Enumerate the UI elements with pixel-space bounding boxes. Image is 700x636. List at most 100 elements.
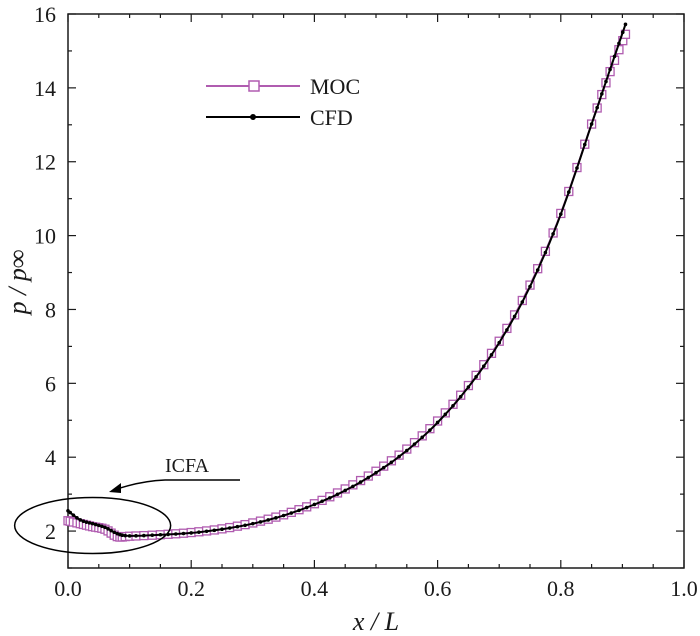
cfd-point: [412, 442, 417, 446]
icfa-arrowhead: [109, 483, 121, 493]
legend-label-cfd: CFD: [310, 105, 353, 130]
cfd-point: [381, 465, 386, 470]
cfd-point: [189, 531, 193, 535]
cfd-point: [528, 284, 532, 289]
icfa-arrow-line: [113, 479, 166, 491]
cfd-point: [451, 403, 455, 408]
icfa-label: ICFA: [165, 455, 210, 477]
y-tick-label: 2: [45, 519, 56, 544]
cfd-point: [123, 533, 128, 538]
y-tick-label: 12: [34, 150, 56, 175]
cfd-point: [520, 300, 525, 304]
cfd-point: [374, 470, 378, 475]
cfd-point: [405, 448, 409, 453]
series-cfd-line: [67, 23, 627, 537]
legend-marker-moc: [248, 80, 260, 92]
legend-marker-cfd: [250, 114, 256, 120]
cfd-point: [389, 460, 394, 465]
legend-label-moc: MOC: [310, 74, 360, 99]
x-tick-label: 0.6: [424, 576, 452, 601]
cfd-point: [358, 480, 363, 484]
x-tick-label: 0.2: [177, 576, 205, 601]
cfd-point: [75, 516, 79, 520]
icfa-ellipse: [13, 496, 172, 555]
cfd-point: [103, 525, 107, 530]
cfd-point: [620, 30, 625, 35]
x-axis-title: x / L: [352, 607, 399, 636]
plot-frame: [67, 13, 685, 569]
cfd-point: [497, 340, 502, 345]
x-tick-label: 0.4: [301, 576, 329, 601]
cfd-point: [482, 364, 486, 368]
cfd-point: [600, 92, 604, 96]
cfd-point: [512, 314, 517, 319]
cfd-point: [127, 534, 132, 538]
cfd-point: [466, 385, 471, 389]
cfd-point: [566, 190, 571, 194]
cfd-point: [235, 524, 240, 529]
cfd-point: [304, 505, 309, 510]
cfd-point: [505, 328, 509, 332]
cfd-point: [266, 518, 271, 522]
cfd-point: [351, 484, 355, 489]
cfd-point: [227, 526, 232, 530]
cfd-point: [204, 529, 209, 534]
cfd-point: [106, 527, 110, 531]
y-tick-label: 8: [45, 297, 56, 322]
x-tick-label: 0.8: [547, 576, 575, 601]
cfd-point: [489, 353, 494, 357]
cfd-point: [612, 54, 617, 59]
cfd-point: [289, 511, 294, 515]
cfd-point: [181, 531, 186, 536]
cfd-point: [81, 519, 86, 524]
cfd-point: [281, 513, 286, 518]
cfd-point: [582, 142, 587, 147]
y-axis-title: p / p∞: [3, 250, 32, 317]
cfd-point: [435, 420, 440, 425]
y-tick-label: 16: [34, 2, 56, 27]
y-tick-label: 10: [34, 224, 56, 249]
cfd-point: [443, 412, 448, 417]
cfd-point: [197, 530, 201, 534]
cfd-point: [274, 516, 278, 520]
cfd-point: [543, 250, 548, 255]
cfd-point: [243, 523, 247, 528]
cfd-point: [420, 435, 425, 440]
cfd-point: [90, 521, 95, 526]
cfd-point: [251, 521, 255, 526]
cfd-point: [335, 492, 340, 497]
cfd-point: [87, 521, 92, 525]
cfd-point: [575, 166, 579, 170]
cfd-point: [595, 105, 599, 110]
cfd-point: [112, 530, 116, 535]
cfd-point: [328, 496, 332, 500]
cfd-point: [320, 499, 324, 504]
x-tick-label: 0.0: [54, 576, 82, 601]
cfd-point: [258, 520, 263, 524]
cfd-point: [93, 522, 98, 527]
cfd-point: [535, 268, 540, 272]
cfd-point: [428, 428, 432, 432]
cfd-point: [551, 232, 555, 236]
cfd-point: [458, 394, 463, 399]
cfd-point: [71, 513, 76, 517]
y-tick-label: 6: [45, 371, 56, 396]
cfd-point: [397, 454, 401, 459]
cfd-point: [142, 533, 146, 538]
cfd-point: [158, 532, 163, 537]
cfd-point: [366, 475, 371, 480]
cfd-point: [97, 523, 101, 528]
cfd-point: [212, 528, 217, 533]
x-tick-label: 1.0: [670, 576, 698, 601]
cfd-point: [604, 79, 608, 84]
cfd-point: [343, 488, 348, 493]
cfd-point: [100, 524, 104, 529]
y-tick-label: 14: [34, 76, 56, 101]
cfd-point: [134, 534, 138, 538]
cfd-point: [174, 532, 178, 536]
cfd-point: [150, 533, 155, 537]
cfd-point: [109, 528, 113, 533]
cfd-point: [617, 41, 621, 46]
cfd-point: [297, 508, 301, 513]
